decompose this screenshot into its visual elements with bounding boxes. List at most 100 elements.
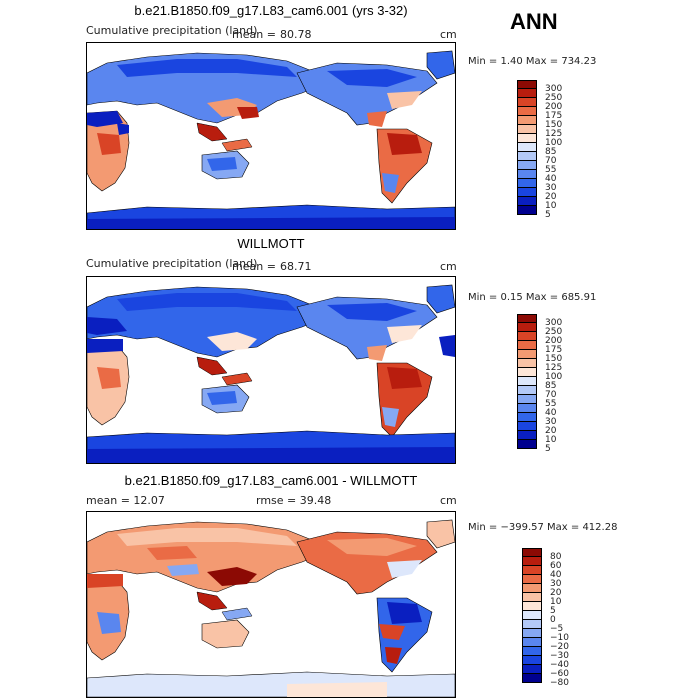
colorbar-tick-label: −5 — [550, 624, 564, 634]
panel2-units: cm — [440, 260, 457, 273]
colorbar-swatch — [517, 188, 537, 197]
colorbar-tick-label: 20 — [545, 192, 557, 202]
colorbar-tick-label: 70 — [545, 390, 557, 400]
colorbar-tick-label: 250 — [545, 327, 563, 337]
panel3-mean-label: mean = 12.07 — [86, 494, 165, 507]
colorbar-swatch — [517, 323, 537, 332]
panel2-map — [86, 276, 456, 464]
colorbar-tick-label: 55 — [545, 399, 557, 409]
colorbar-tick-label: 70 — [545, 156, 557, 166]
colorbar-swatch — [522, 674, 542, 683]
colorbar-tick-label: 100 — [545, 372, 563, 382]
colorbar-tick-label: 5 — [545, 210, 551, 220]
panel1-minmax: Min = 1.40 Max = 734.23 — [468, 56, 597, 67]
panel1-mean-label: mean = — [232, 28, 276, 41]
panel1-variable-label: Cumulative precipitation (land) — [86, 24, 258, 37]
colorbar-tick-label: 150 — [545, 354, 563, 364]
panel2-mean-value: 68.71 — [280, 260, 312, 273]
colorbar-swatch — [517, 143, 537, 152]
panel2-title: WILLMOTT — [237, 236, 305, 251]
colorbar-swatch — [517, 179, 537, 188]
panel2-minmax: Min = 0.15 Max = 685.91 — [468, 292, 597, 303]
colorbar-tick-label: 200 — [545, 336, 563, 346]
colorbar-tick-label: 5 — [550, 606, 556, 616]
colorbar-tick-label: −20 — [550, 642, 569, 652]
colorbar-swatch — [517, 125, 537, 134]
colorbar-swatch — [517, 80, 537, 89]
colorbar-swatch — [517, 116, 537, 125]
colorbar-tick-label: 10 — [545, 435, 557, 445]
panel1-map-svg — [87, 50, 455, 229]
colorbar-swatch — [522, 548, 542, 557]
colorbar-swatch — [517, 395, 537, 404]
colorbar-tick-label: 85 — [545, 147, 557, 157]
colorbar-swatch — [522, 557, 542, 566]
panel3-antarctica — [87, 671, 455, 697]
colorbar-swatch — [517, 359, 537, 368]
panel3-map — [86, 511, 456, 698]
colorbar-swatch — [517, 332, 537, 341]
colorbar-swatch — [517, 341, 537, 350]
colorbar-tick-label: −30 — [550, 651, 569, 661]
panel2-map-svg — [87, 284, 455, 463]
colorbar-tick-label: 85 — [545, 381, 557, 391]
colorbar-swatch — [517, 377, 537, 386]
panel3-rmse-label: rmse = 39.48 — [256, 494, 332, 507]
colorbar-swatch — [522, 647, 542, 656]
colorbar-swatch — [522, 593, 542, 602]
colorbar-tick-label: 0 — [550, 615, 556, 625]
colorbar-tick-label: 250 — [545, 93, 563, 103]
colorbar-swatch — [522, 566, 542, 575]
colorbar-tick-label: 40 — [545, 408, 557, 418]
colorbar-tick-label: 300 — [545, 84, 563, 94]
colorbar-tick-label: 40 — [545, 174, 557, 184]
panel1-title: b.e21.B1850.f09_g17.L83_cam6.001 (yrs 3-… — [134, 3, 408, 18]
colorbar-swatch — [517, 440, 537, 449]
colorbar-tick-label: 175 — [545, 111, 563, 121]
colorbar-tick-label: −60 — [550, 669, 569, 679]
colorbar-tick-label: 30 — [545, 183, 557, 193]
colorbar-swatch — [517, 404, 537, 413]
colorbar-tick-label: 125 — [545, 129, 563, 139]
colorbar-swatch — [522, 629, 542, 638]
colorbar-swatch — [522, 620, 542, 629]
colorbar-swatch — [517, 314, 537, 323]
colorbar-swatch — [522, 638, 542, 647]
colorbar-tick-label: 150 — [545, 120, 563, 130]
colorbar-swatch — [517, 197, 537, 206]
colorbar-swatch — [522, 611, 542, 620]
panel1-mean-value: 80.78 — [280, 28, 312, 41]
colorbar-swatch — [517, 413, 537, 422]
colorbar-swatch — [517, 368, 537, 377]
colorbar-tick-label: 5 — [545, 444, 551, 454]
panel1-map — [86, 42, 456, 230]
colorbar-tick-label: −80 — [550, 678, 569, 688]
panel3-minmax: Min = −399.57 Max = 412.28 — [468, 522, 618, 533]
colorbar-swatch — [522, 575, 542, 584]
panel2-mean-label: mean = — [232, 260, 276, 273]
panel2-variable-label: Cumulative precipitation (land) — [86, 257, 258, 270]
panel3-units: cm — [440, 494, 457, 507]
colorbar-swatch — [517, 89, 537, 98]
colorbar-swatch — [522, 656, 542, 665]
colorbar-tick-label: 300 — [545, 318, 563, 328]
colorbar-tick-label: 10 — [550, 597, 562, 607]
colorbar-tick-label: 125 — [545, 363, 563, 373]
colorbar-tick-label: 80 — [550, 552, 562, 562]
colorbar-tick-label: 100 — [545, 138, 563, 148]
panel1-units: cm — [440, 28, 457, 41]
colorbar-swatch — [522, 584, 542, 593]
colorbar-tick-label: 55 — [545, 165, 557, 175]
colorbar-swatch — [517, 206, 537, 215]
colorbar-swatch — [517, 152, 537, 161]
colorbar-swatch — [517, 161, 537, 170]
colorbar-tick-label: 20 — [550, 588, 562, 598]
colorbar-swatch — [517, 107, 537, 116]
colorbar-tick-label: 10 — [545, 201, 557, 211]
panel3-title: b.e21.B1850.f09_g17.L83_cam6.001 - WILLM… — [124, 473, 418, 488]
colorbar-tick-label: 175 — [545, 345, 563, 355]
season-label: ANN — [510, 9, 558, 34]
colorbar-tick-label: 30 — [545, 417, 557, 427]
panel3-map-svg — [87, 519, 455, 697]
colorbar-swatch — [517, 350, 537, 359]
